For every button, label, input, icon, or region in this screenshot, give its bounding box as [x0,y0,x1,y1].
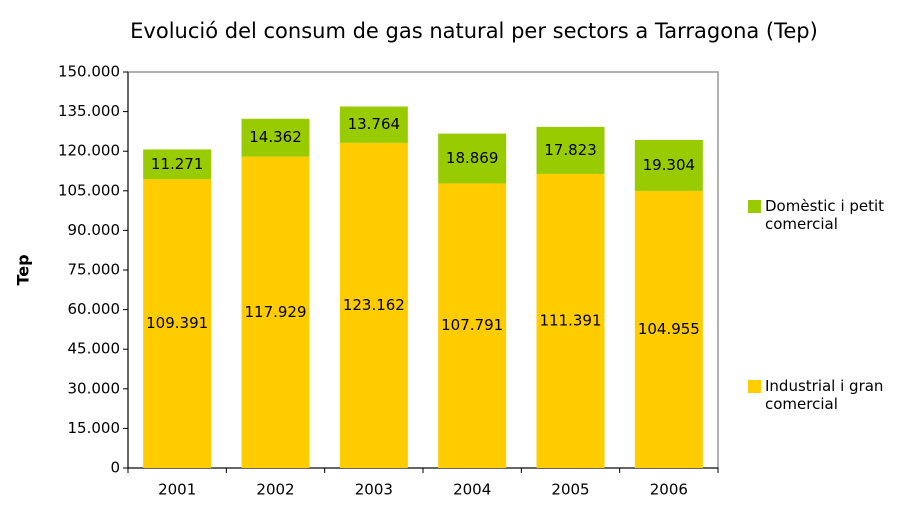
y-tick-label: 75.000 [68,261,121,279]
chart-title: Evolució del consum de gas natural per s… [130,19,818,43]
bar-segment [438,133,507,184]
y-tick-label: 135.000 [58,102,120,120]
bar-segment [339,142,408,468]
y-tick-label: 15.000 [68,419,121,437]
y-tick-label: 120.000 [58,142,120,160]
bar-segment [339,106,408,143]
bar-segment [143,179,212,468]
x-tick-label: 2002 [256,481,294,499]
data-label: 14.362 [249,128,302,146]
data-label: 123.162 [343,296,405,314]
bar-segment [143,149,212,180]
legend-label: Industrial i gran comercial [765,377,884,413]
plot-area [127,71,719,469]
bar-segment [536,173,605,468]
bar-segment [634,139,703,191]
data-label: 117.929 [244,303,306,321]
data-label: 111.391 [539,311,601,329]
bar-segment [241,118,310,157]
x-tick-label: 2005 [551,481,589,499]
data-label: 104.955 [638,320,700,338]
y-tick-label: 105.000 [58,181,120,199]
y-tick-label: 60.000 [68,300,121,318]
y-tick-label: 90.000 [68,221,121,239]
legend-swatch [748,200,761,213]
y-tick-label: 30.000 [68,379,121,397]
legend-label: Domèstic i petit comercial [765,197,885,233]
x-tick-label: 2001 [158,481,196,499]
y-axis-label: Tep [14,254,33,285]
data-label: 17.823 [544,141,597,159]
y-tick-label: 0 [110,459,120,477]
x-tick-label: 2004 [453,481,491,499]
bar-segment [241,156,310,469]
x-tick-label: 2006 [650,481,688,499]
legend-swatch [748,380,761,393]
bar-segment [438,183,507,468]
data-label: 13.764 [348,115,401,133]
data-label: 109.391 [146,314,208,332]
x-tick-label: 2003 [355,481,393,499]
data-label: 18.869 [446,149,499,167]
data-label: 19.304 [643,156,696,174]
data-label: 11.271 [151,155,204,173]
data-label: 107.791 [441,316,503,334]
y-tick-label: 45.000 [68,340,121,358]
bar-segment [536,126,605,174]
bar-segment [634,190,703,468]
y-tick-label: 150.000 [58,63,120,81]
